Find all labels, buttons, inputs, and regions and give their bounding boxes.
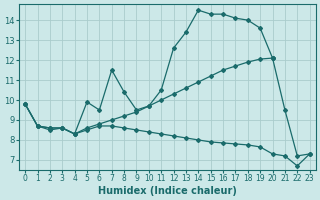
- X-axis label: Humidex (Indice chaleur): Humidex (Indice chaleur): [98, 186, 237, 196]
